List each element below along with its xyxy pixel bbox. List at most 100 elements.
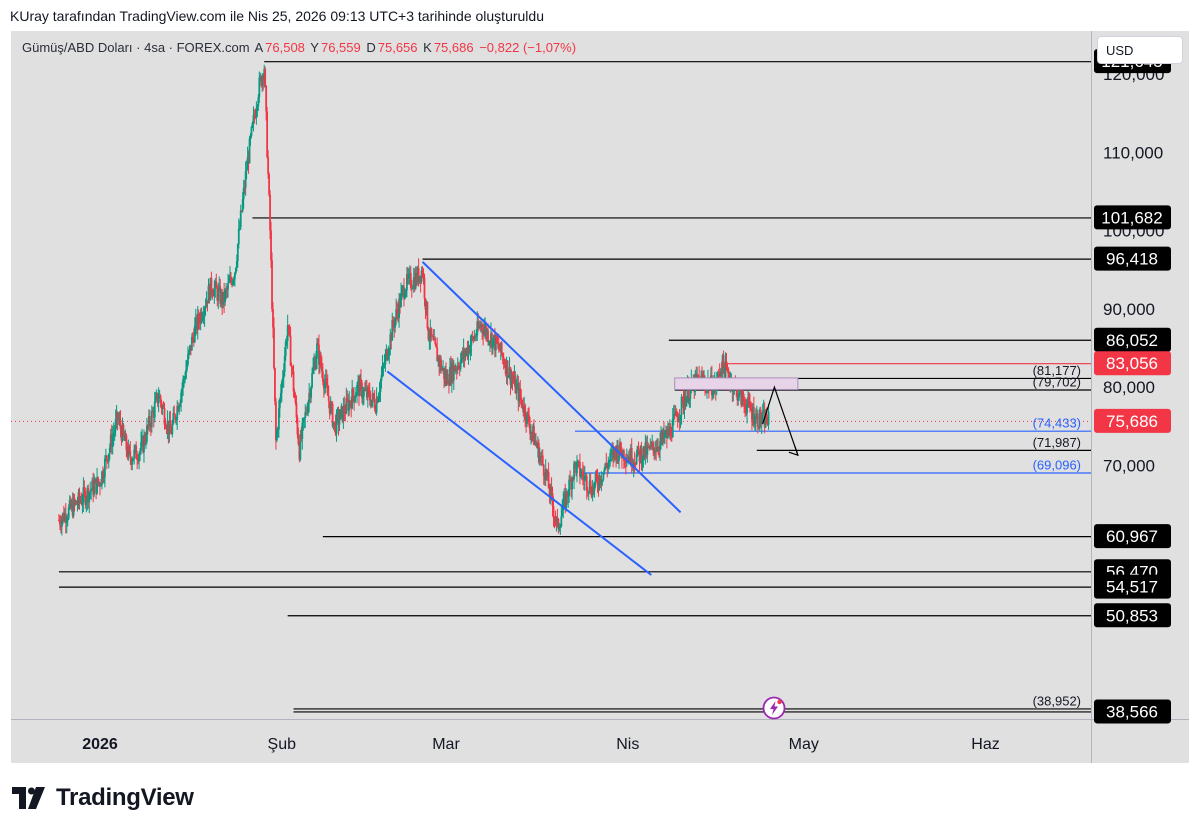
candle-body (648, 446, 651, 449)
candle-body (626, 458, 629, 460)
candle-body (141, 437, 143, 442)
candle-body (745, 409, 747, 414)
candle-body (161, 406, 164, 409)
candle-body (537, 443, 540, 463)
candle-body (509, 367, 512, 385)
candle-body (670, 437, 673, 439)
candle-body (305, 412, 308, 414)
candle-body (667, 429, 670, 436)
candle-body (624, 461, 627, 464)
candle-body (630, 447, 633, 466)
candle-body (272, 309, 274, 328)
candle-body (326, 385, 329, 396)
candle-body (746, 405, 748, 414)
candle-body (622, 450, 624, 459)
candle-body (597, 485, 600, 488)
candle-body (404, 294, 406, 299)
candle-body (382, 364, 385, 366)
candle-body (374, 408, 377, 413)
candle-body (405, 290, 407, 295)
candle-body (175, 419, 178, 421)
price-tag (1094, 351, 1171, 376)
candle-body (749, 400, 751, 409)
candle-body (289, 335, 292, 366)
candle-body (218, 286, 221, 290)
candle-body (550, 486, 553, 494)
current-price-tag (1094, 408, 1171, 433)
candle-body (84, 490, 87, 505)
candle-body (271, 260, 273, 310)
candle-body (498, 348, 501, 352)
candle-body (761, 411, 764, 421)
candle-body (263, 69, 266, 81)
candle-body (273, 327, 275, 368)
candle-body (316, 343, 318, 359)
candle-body (311, 373, 313, 388)
tradingview-logo[interactable]: TradingView (12, 784, 194, 812)
candle-body (757, 427, 760, 429)
lightning-bolt-icon[interactable] (762, 696, 786, 720)
candle-body (365, 388, 368, 398)
candle-body (474, 336, 477, 338)
candle-body (173, 413, 176, 415)
candle-body (759, 409, 762, 424)
x-tick-label: May (789, 736, 819, 753)
candle-body (132, 458, 135, 461)
candle-body (464, 352, 467, 357)
candle-body (358, 380, 360, 397)
candle-body (225, 289, 227, 291)
candle-body (401, 288, 403, 293)
candle-body (426, 301, 429, 329)
candle-body (366, 387, 369, 398)
candle-body (113, 430, 116, 434)
candle-body (487, 330, 489, 343)
candle-body (592, 486, 595, 491)
candle-body (133, 449, 136, 459)
candle-body (332, 421, 335, 427)
candle-body (533, 426, 535, 445)
candle-body (668, 426, 671, 436)
candle-body (479, 325, 482, 328)
level-value-label: (69,096) (1033, 457, 1081, 472)
candle-body (482, 330, 485, 335)
candle-body (493, 335, 496, 351)
candle-body (636, 445, 639, 455)
candle-body (204, 306, 207, 309)
candle-body (107, 453, 110, 462)
candle-body (233, 279, 235, 281)
candle-body (83, 487, 86, 491)
candle-body (92, 480, 95, 495)
candle-body (752, 406, 755, 425)
candle-body (546, 472, 549, 477)
candle-body (459, 359, 462, 369)
candle-body (560, 516, 563, 527)
candle-body (412, 277, 415, 289)
candle-body (328, 400, 331, 414)
candle-body (192, 336, 195, 343)
candle-body (164, 424, 167, 428)
candle-body (494, 335, 497, 351)
candle-body (356, 385, 358, 395)
candle-body (126, 450, 129, 457)
candle-body (548, 488, 551, 497)
candle-body (269, 194, 271, 231)
candle-body (523, 405, 526, 413)
candle-body (110, 434, 113, 448)
candle-body (458, 367, 461, 369)
candle-body (415, 272, 418, 283)
candle-body (137, 459, 140, 462)
candle-body (69, 500, 72, 509)
candle-body (379, 380, 382, 392)
candle-body (278, 398, 281, 409)
candle-body (748, 397, 750, 401)
level-value-label: (79,702) (1033, 374, 1081, 389)
candle-body (515, 385, 518, 394)
candle-body (220, 292, 223, 304)
currency-button[interactable]: USD (1097, 36, 1183, 64)
candle-body (722, 355, 725, 367)
candle-body (244, 171, 247, 188)
candle-body (641, 459, 644, 465)
candle-body (386, 349, 389, 360)
candle-body (580, 471, 583, 476)
